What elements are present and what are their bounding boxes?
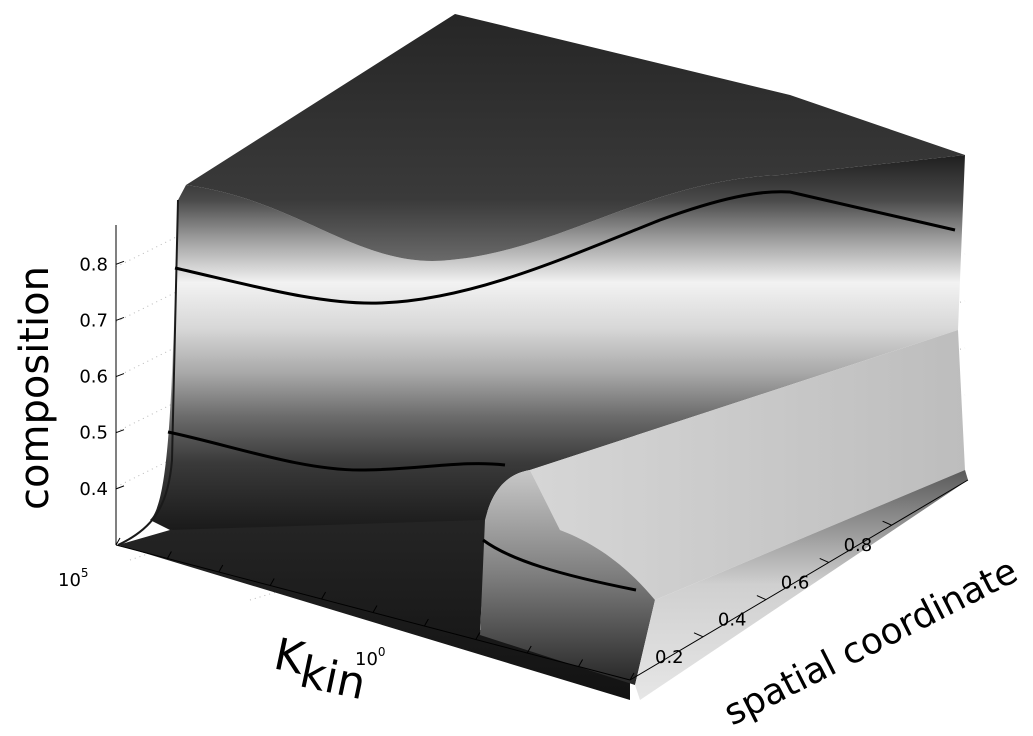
x-tick-mark [423,618,429,627]
z-tick-mark [115,429,125,434]
y-tick-mark [882,520,892,526]
z-ticks: 0.4 0.5 0.6 0.7 0.8 [79,254,125,500]
y-tick-label: 0.4 [718,610,747,631]
surface-light-step [480,470,655,685]
x-tick-mark [321,591,327,600]
x-tick-mark [372,605,378,613]
surface-front-wall [150,155,965,530]
contour-lines [167,190,956,592]
x-axis-title: Kkin [267,629,372,710]
x-tick-mark [578,659,584,667]
z-tick-mark [115,316,125,321]
x-minor-ticks [115,537,635,681]
z-tick-label: 0.8 [79,254,108,275]
z-tick-label: 0.5 [79,423,108,444]
surface-top [186,14,965,261]
y-tick-label: 0.6 [781,572,810,593]
x-tick-mark [629,672,635,681]
contour-line-step [482,538,637,592]
x-tick-mark [115,537,121,546]
z-tick-mark [115,373,125,378]
surface [117,14,968,700]
surface-right-cliff [635,470,968,700]
surface-light-plateau [530,330,965,600]
z-tick-mark [115,260,125,265]
x-tick-mark [166,551,172,559]
y-tick-label: 0.8 [844,535,873,556]
z-tick-label: 0.7 [79,310,108,331]
x-tick-label-1e0: 100 [355,645,386,670]
z-axis-title: composition [12,266,58,510]
y-axis-line [629,479,969,681]
x-tick-mark [475,632,481,640]
z-tick-label: 0.6 [79,367,108,388]
x-tick-label-1e5: 105 [58,566,89,591]
x-tick-mark [526,645,532,654]
y-tick-mark [756,595,767,601]
y-tick-mark [819,557,829,563]
x-tick-mark [269,578,275,586]
z-tick-label: 0.4 [79,479,108,500]
y-ticks: 0.2 0.4 0.6 0.8 [655,520,892,668]
z-tick-mark [115,485,125,490]
y-tick-mark [693,632,704,638]
contour-line-upper [174,190,956,305]
y-tick-label: 0.2 [655,647,684,668]
contour-line-lower [167,430,506,472]
x-tick-mark [218,564,224,573]
